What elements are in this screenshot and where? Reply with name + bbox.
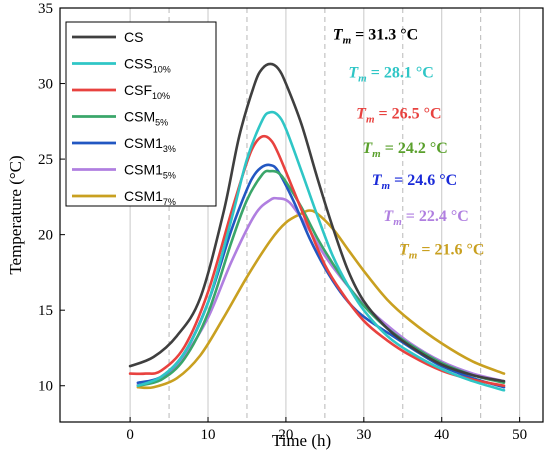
legend-entry: CSM13% bbox=[124, 135, 176, 154]
y-tick-label: 35 bbox=[38, 1, 53, 17]
legend-entry: CSS10% bbox=[124, 56, 171, 75]
y-tick-label: 25 bbox=[38, 152, 53, 168]
series-line-csf10pct bbox=[128, 134, 506, 387]
series-line-cs bbox=[128, 62, 506, 383]
y-tick-label: 10 bbox=[38, 379, 53, 395]
legend-entry: CS bbox=[124, 29, 143, 45]
legend-entry: CSM17% bbox=[124, 188, 176, 207]
x-tick-label: 40 bbox=[434, 427, 449, 443]
x-tick-label: 20 bbox=[278, 427, 293, 443]
series-lines bbox=[128, 62, 506, 392]
legend: CS CSS10% CSF10% CSM5% CSM13% CSM15% CSM17% bbox=[65, 21, 217, 207]
peak-annotations: Tm = 31.3 °C Tm = 28.1 °C Tm = 26.5 °C Tm =… bbox=[333, 27, 485, 262]
legend-entry: CSF10% bbox=[124, 82, 170, 101]
x-tick-label: 50 bbox=[512, 427, 527, 443]
y-tick-label: 30 bbox=[38, 77, 53, 93]
series-line-csm17pct bbox=[136, 209, 506, 390]
peak-annotation: Tm = 21.6 °C bbox=[399, 241, 484, 261]
peak-annotation: Tm = 26.5 °C bbox=[356, 105, 441, 125]
plot-frame bbox=[59, 7, 544, 423]
legend-entry: CSM15% bbox=[124, 162, 176, 181]
axis-ticks: 0 10 20 30 40 50 10 15 20 25 30 35 bbox=[38, 1, 527, 443]
peak-annotation: Tm = 31.3 °C bbox=[333, 27, 418, 47]
peak-annotation: Tm = 24.2 °C bbox=[362, 140, 447, 160]
legend-entry: CSM5% bbox=[124, 109, 168, 128]
x-tick-label: 0 bbox=[126, 427, 134, 443]
x-tick-label: 30 bbox=[356, 427, 371, 443]
y-tick-label: 15 bbox=[38, 303, 53, 319]
x-tick-label: 10 bbox=[201, 427, 216, 443]
legend-box bbox=[65, 21, 217, 207]
peak-annotation: Tm = 24.6 °C bbox=[372, 172, 457, 192]
y-tick-label: 20 bbox=[38, 228, 53, 244]
peak-annotation: Tm = 22.4 °C bbox=[383, 208, 468, 228]
series-line-css10pct bbox=[136, 110, 506, 392]
peak-annotation: Tm = 28.1 °C bbox=[348, 65, 433, 85]
x-axis-title: Time (h) bbox=[272, 431, 331, 450]
y-axis-title: Temperature (°C) bbox=[6, 155, 25, 274]
